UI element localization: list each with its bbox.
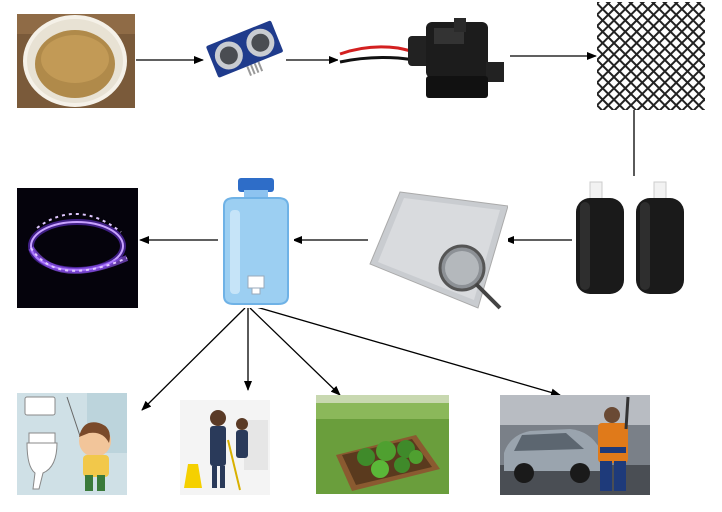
sensor-icon bbox=[204, 10, 286, 90]
fine-mesh-sieve-image bbox=[368, 188, 508, 312]
bucket-icon bbox=[17, 14, 135, 108]
car-washing-image bbox=[500, 395, 650, 495]
uv-led-strip-image bbox=[17, 188, 138, 308]
garden-icon bbox=[316, 395, 449, 494]
carbon-filters-image bbox=[572, 176, 690, 300]
dirty-water-bucket-image bbox=[17, 14, 135, 108]
ultrasonic-sensor-image bbox=[204, 10, 286, 90]
water-pump-image bbox=[338, 14, 510, 104]
mesh-icon bbox=[597, 2, 705, 110]
cleaning-staff-icon bbox=[180, 400, 270, 495]
arrow-tank-to-carwash bbox=[252, 305, 561, 397]
pump-icon bbox=[338, 14, 510, 104]
floor-cleaning-image bbox=[180, 400, 270, 495]
toilet-flushing-image bbox=[17, 393, 127, 495]
arrow-tank-to-toilet bbox=[141, 307, 246, 411]
garden-irrigation-image bbox=[316, 395, 449, 494]
water-bottle-icon bbox=[218, 176, 294, 308]
sieve-icon bbox=[368, 188, 508, 312]
led-strip-icon bbox=[17, 188, 138, 308]
toilet-icon bbox=[17, 393, 127, 495]
arrow-tank-to-garden bbox=[249, 307, 341, 396]
car-wash-icon bbox=[500, 395, 650, 495]
mesh-filter-image bbox=[597, 2, 705, 110]
water-tank-image bbox=[218, 176, 294, 308]
carbon-filter-icon bbox=[572, 176, 690, 300]
